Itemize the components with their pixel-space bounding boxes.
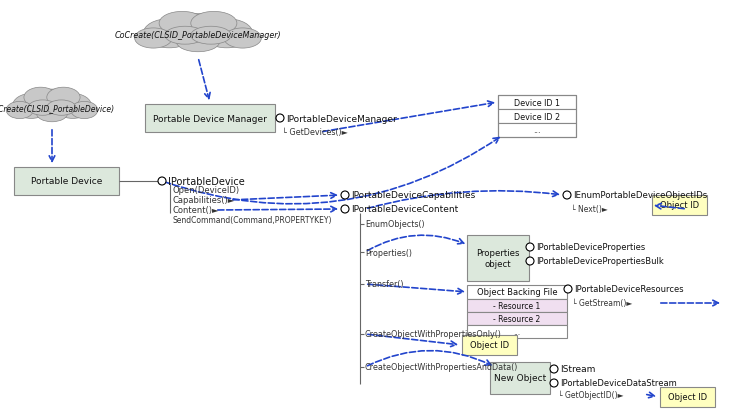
Ellipse shape bbox=[176, 32, 220, 53]
Text: - Resource 2: - Resource 2 bbox=[493, 314, 541, 323]
Text: ...: ... bbox=[514, 327, 520, 336]
Circle shape bbox=[341, 191, 349, 200]
Text: EnumObjects(): EnumObjects() bbox=[365, 220, 425, 229]
Ellipse shape bbox=[28, 101, 57, 116]
FancyBboxPatch shape bbox=[467, 236, 529, 281]
Circle shape bbox=[550, 379, 558, 387]
Text: Object Backing File: Object Backing File bbox=[477, 288, 557, 297]
FancyBboxPatch shape bbox=[498, 110, 576, 124]
Ellipse shape bbox=[47, 88, 80, 108]
FancyBboxPatch shape bbox=[14, 168, 119, 196]
FancyBboxPatch shape bbox=[660, 387, 715, 407]
Text: Object ID: Object ID bbox=[470, 341, 509, 350]
Text: IStream: IStream bbox=[560, 364, 595, 373]
FancyBboxPatch shape bbox=[145, 105, 275, 133]
Circle shape bbox=[563, 191, 571, 200]
Text: Object ID: Object ID bbox=[660, 201, 699, 210]
Text: CreateObjectWithPropertiesAndData(): CreateObjectWithPropertiesAndData() bbox=[365, 363, 518, 372]
Circle shape bbox=[526, 257, 534, 265]
FancyBboxPatch shape bbox=[652, 196, 707, 216]
Ellipse shape bbox=[165, 27, 205, 45]
Ellipse shape bbox=[135, 29, 172, 49]
Text: IPortableDevice: IPortableDevice bbox=[168, 177, 245, 187]
FancyBboxPatch shape bbox=[467, 285, 567, 299]
Ellipse shape bbox=[71, 102, 98, 119]
Text: IEnumPortableDeviceObjectIDs: IEnumPortableDeviceObjectIDs bbox=[573, 191, 707, 200]
Text: Properties(): Properties() bbox=[365, 248, 412, 257]
Text: IPortableDeviceProperties: IPortableDeviceProperties bbox=[536, 243, 645, 252]
FancyBboxPatch shape bbox=[498, 96, 576, 110]
Ellipse shape bbox=[12, 94, 50, 119]
Circle shape bbox=[276, 115, 284, 123]
Text: IPortableDeviceCapabilities: IPortableDeviceCapabilities bbox=[351, 191, 476, 200]
Ellipse shape bbox=[25, 90, 79, 119]
Ellipse shape bbox=[201, 20, 253, 49]
Text: Content()►: Content()► bbox=[173, 206, 220, 215]
Ellipse shape bbox=[160, 15, 235, 49]
Circle shape bbox=[341, 205, 349, 213]
Circle shape bbox=[550, 365, 558, 373]
FancyBboxPatch shape bbox=[467, 299, 567, 312]
Text: Object ID: Object ID bbox=[668, 393, 707, 402]
Text: ...: ... bbox=[534, 126, 541, 135]
Text: CoCreate(CLSID_PortableDeviceManager): CoCreate(CLSID_PortableDeviceManager) bbox=[115, 31, 282, 40]
Text: Portable Device Manager: Portable Device Manager bbox=[153, 114, 267, 123]
Text: └ GetObjectID()►: └ GetObjectID()► bbox=[558, 389, 623, 399]
Ellipse shape bbox=[24, 88, 57, 108]
Text: IPortableDeviceManager: IPortableDeviceManager bbox=[286, 114, 397, 123]
Circle shape bbox=[158, 178, 166, 186]
Text: IPortableDeviceContent: IPortableDeviceContent bbox=[351, 205, 458, 214]
Text: IPortableDeviceDataStream: IPortableDeviceDataStream bbox=[560, 379, 677, 388]
Circle shape bbox=[564, 285, 572, 293]
Ellipse shape bbox=[37, 105, 68, 122]
Text: └ GetStream()►: └ GetStream()► bbox=[572, 299, 632, 308]
Text: CreateObjectWithPropertiesOnly(): CreateObjectWithPropertiesOnly() bbox=[365, 330, 502, 339]
Ellipse shape bbox=[47, 101, 76, 116]
Text: New Object: New Object bbox=[494, 373, 546, 382]
Circle shape bbox=[526, 243, 534, 252]
Text: └ Next()►: └ Next()► bbox=[571, 205, 608, 214]
Ellipse shape bbox=[159, 12, 205, 36]
FancyBboxPatch shape bbox=[498, 124, 576, 138]
FancyBboxPatch shape bbox=[462, 335, 517, 355]
Text: CoCreate(CLSID_PortableDevice): CoCreate(CLSID_PortableDevice) bbox=[0, 104, 115, 113]
Text: Device ID 2: Device ID 2 bbox=[514, 112, 560, 121]
FancyBboxPatch shape bbox=[467, 325, 567, 338]
Ellipse shape bbox=[224, 29, 262, 49]
Text: IPortableDeviceResources: IPortableDeviceResources bbox=[574, 285, 684, 294]
Ellipse shape bbox=[6, 102, 33, 119]
Text: └ GetDevices()►: └ GetDevices()► bbox=[282, 128, 348, 137]
Text: - Resource 1: - Resource 1 bbox=[493, 301, 541, 310]
Ellipse shape bbox=[143, 20, 195, 49]
Text: Capabilities()►: Capabilities()► bbox=[173, 196, 235, 205]
Ellipse shape bbox=[191, 27, 231, 45]
Text: IPortableDevicePropertiesBulk: IPortableDevicePropertiesBulk bbox=[536, 257, 664, 266]
Text: Device ID 1: Device ID 1 bbox=[514, 98, 560, 107]
Text: Transfer(): Transfer() bbox=[365, 280, 404, 289]
Text: Open(DeviceID): Open(DeviceID) bbox=[173, 186, 240, 195]
FancyBboxPatch shape bbox=[490, 362, 550, 394]
Text: SendCommand(Command,PROPERTYKEY): SendCommand(Command,PROPERTYKEY) bbox=[173, 216, 332, 225]
Text: Portable Device: Portable Device bbox=[31, 177, 102, 186]
Text: Properties
object: Properties object bbox=[476, 249, 520, 268]
Ellipse shape bbox=[191, 12, 237, 36]
FancyBboxPatch shape bbox=[467, 312, 567, 325]
Ellipse shape bbox=[54, 94, 92, 119]
